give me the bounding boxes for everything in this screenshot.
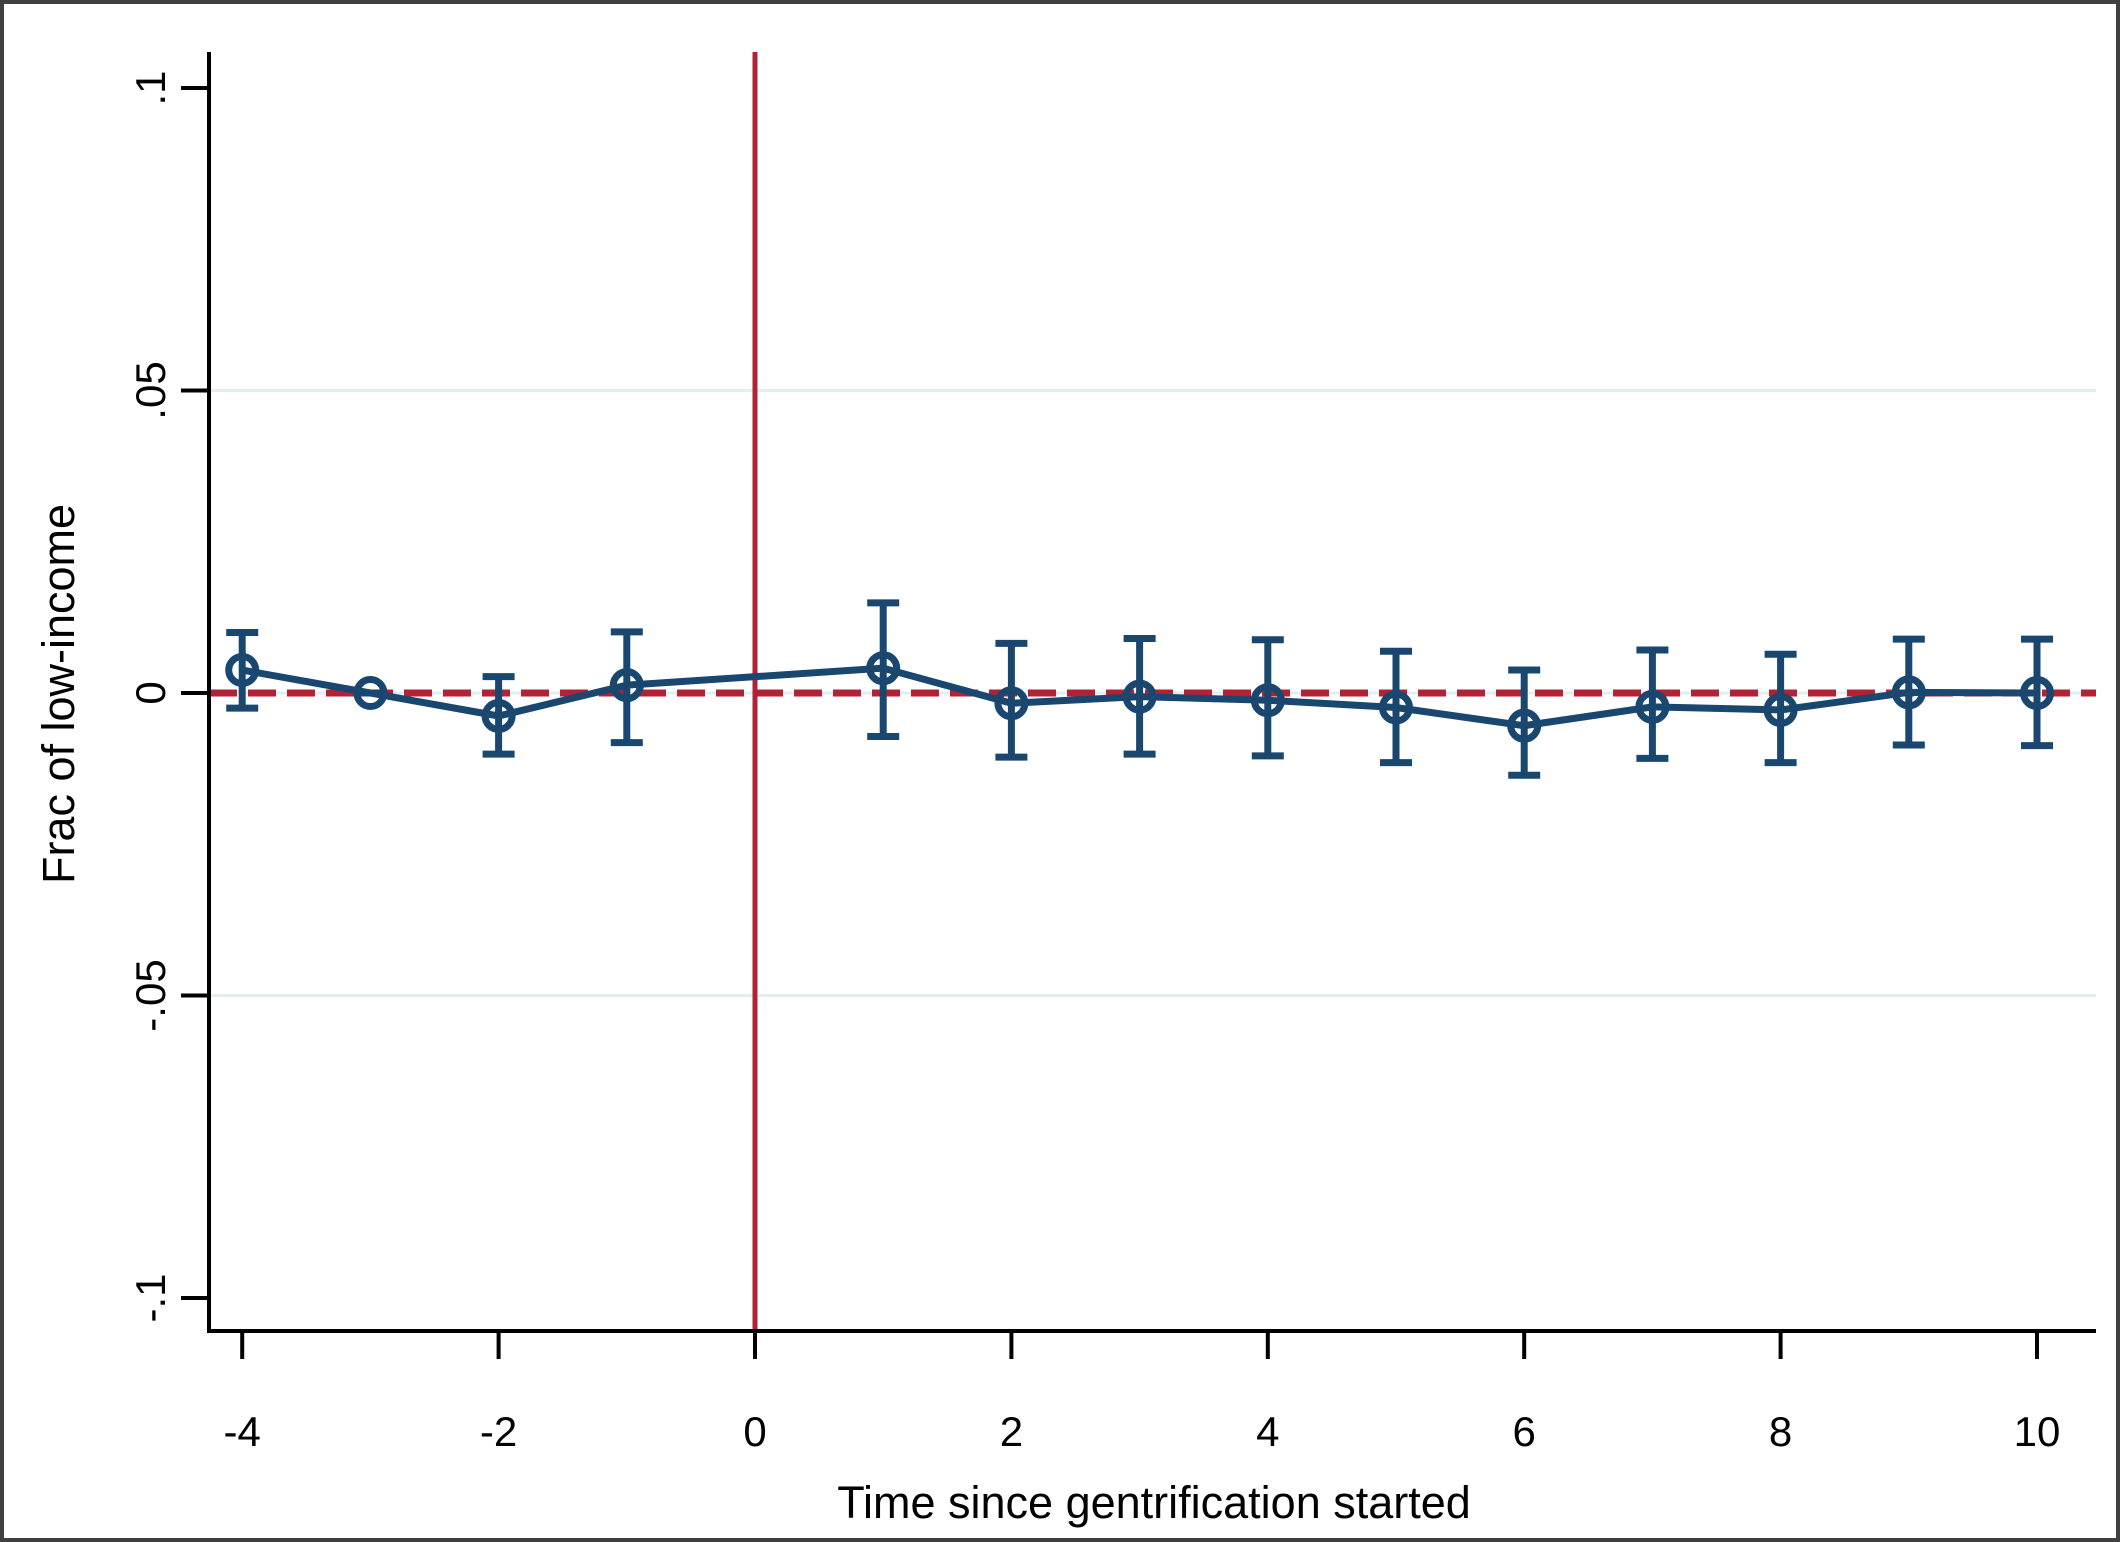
tick-labels: .1 .05 0 -.05 -.1 -4 -2 0 2 4 6 8 10 (127, 70, 2060, 1455)
x-tick-label: 0 (743, 1408, 766, 1455)
connector-line (241, 664, 2038, 730)
x-tick-label: 8 (1769, 1408, 1792, 1455)
x-tick-label: 10 (2014, 1408, 2061, 1455)
y-axis-title: Frac of low-income (33, 504, 84, 884)
data-point-marker (1250, 683, 1285, 718)
y-tick-label: -.05 (127, 959, 174, 1031)
data-point-marker (1635, 689, 1670, 724)
data-point-marker (994, 686, 1029, 721)
data-point-marker (1379, 690, 1413, 725)
data-point-marker (353, 676, 388, 710)
y-tick-label: .1 (127, 70, 174, 105)
data-point-marker (1763, 692, 1798, 727)
data-point-marker (1507, 708, 1542, 743)
data-point-marker (1122, 679, 1157, 714)
x-tick-label: -2 (480, 1408, 517, 1455)
y-tick-label: 0 (127, 681, 174, 704)
data-point-marker (609, 668, 644, 703)
axes (181, 52, 2096, 1359)
data-point-marker (2020, 676, 2054, 710)
data-point-marker (1891, 675, 1926, 710)
y-tick-label: .05 (127, 361, 174, 419)
x-tick-label: -4 (224, 1408, 261, 1455)
data-series (225, 599, 2054, 779)
x-tick-label: 2 (1000, 1408, 1023, 1455)
y-tick-label: -.1 (127, 1273, 174, 1322)
data-point-marker (481, 698, 516, 733)
event-study-chart: .1 .05 0 -.05 -.1 -4 -2 0 2 4 6 8 10 Time since gent… (33, 52, 2096, 1528)
x-tick-label: 6 (1513, 1408, 1536, 1455)
x-axis-title: Time since gentrification started (837, 1477, 1471, 1528)
data-point-marker (866, 651, 901, 686)
data-point-marker (225, 653, 260, 688)
x-tick-label: 4 (1256, 1408, 1279, 1455)
